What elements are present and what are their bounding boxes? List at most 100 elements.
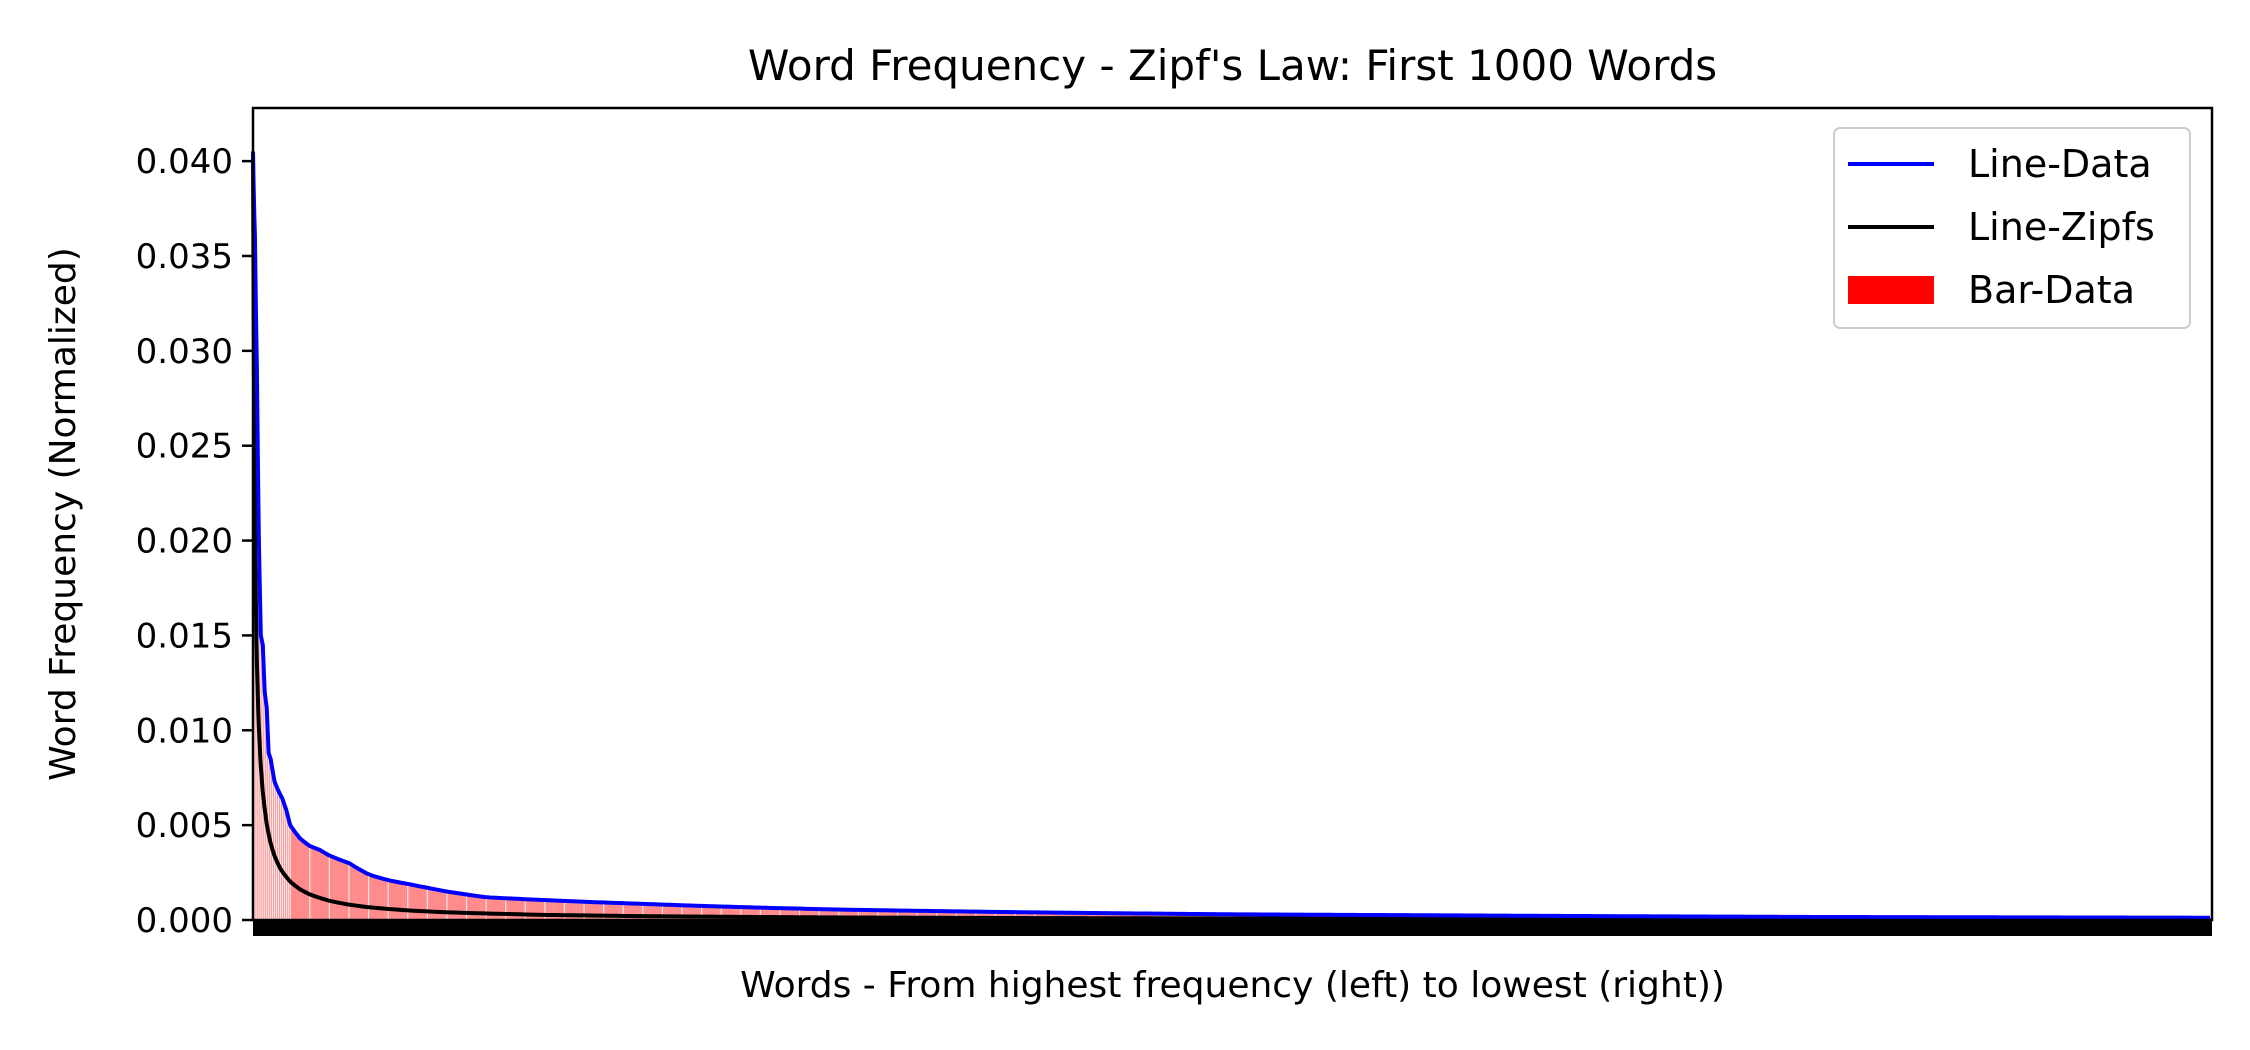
bar-rank-210	[662, 904, 665, 920]
bar-rank-359	[954, 911, 957, 920]
y-tick-label: 0.015	[136, 616, 233, 656]
bar-rank-16	[282, 798, 285, 920]
bar-rank-37	[323, 852, 326, 920]
bar-rank-175	[593, 902, 596, 920]
bar-rank-79	[405, 883, 408, 920]
bar-rank-216	[674, 904, 677, 920]
bar-rank-204	[650, 904, 653, 920]
bar-rank-105	[456, 893, 459, 920]
bar-rank-260	[760, 907, 763, 920]
bar-rank-334	[905, 910, 908, 920]
bar-rank-200	[642, 903, 645, 920]
bar-rank-142	[529, 899, 532, 920]
bar-rank-278	[795, 908, 798, 920]
bar-rank-152	[548, 900, 551, 920]
bar-rank-235	[711, 906, 714, 920]
bar-rank-34	[317, 849, 320, 920]
bar-rank-100	[446, 891, 449, 920]
bar-rank-103	[452, 892, 455, 920]
bar-rank-88	[423, 887, 426, 920]
bar-rank-94	[435, 889, 438, 920]
bar-rank-358	[952, 911, 955, 920]
bar-rank-309	[856, 909, 859, 920]
bar-rank-367	[969, 911, 972, 920]
bar-rank-101	[448, 891, 451, 920]
bar-rank-104	[454, 892, 457, 920]
bar-rank-223	[687, 905, 690, 920]
bar-rank-46	[341, 860, 344, 920]
bar-rank-338	[913, 910, 916, 920]
bar-rank-76	[399, 882, 402, 920]
bar-rank-290	[819, 909, 822, 920]
bar-rank-22	[294, 830, 297, 920]
bar-rank-70	[388, 880, 391, 920]
bar-rank-315	[868, 910, 871, 920]
bar-rank-375	[985, 911, 988, 920]
bar-rank-213	[668, 904, 671, 920]
bar-rank-53	[354, 866, 357, 920]
bar-rank-177	[597, 902, 600, 920]
bar-rank-287	[813, 908, 816, 920]
bar-rank-85	[417, 885, 420, 920]
bar-rank-357	[950, 911, 953, 920]
bar-rank-182	[607, 902, 610, 920]
bar-rank-73	[394, 881, 396, 920]
bar-rank-301	[840, 909, 843, 920]
bar-rank-91	[429, 888, 432, 920]
bar-rank-108	[462, 893, 465, 920]
bar-rank-308	[854, 909, 857, 920]
bar-rank-58	[364, 872, 367, 920]
bar-rank-155	[554, 900, 557, 920]
bar-rank-241	[723, 906, 726, 920]
bar-rank-337	[911, 910, 914, 920]
bar-rank-141	[527, 899, 530, 920]
bar-rank-298	[834, 909, 837, 920]
bar-rank-360	[956, 911, 959, 920]
bar-rank-151	[546, 900, 549, 920]
bar-rank-170	[584, 901, 586, 920]
bar-rank-12	[274, 781, 277, 920]
bar-rank-321	[879, 910, 882, 920]
bar-rank-211	[664, 904, 667, 920]
bar-rank-47	[343, 860, 346, 920]
bar-rank-159	[562, 900, 565, 920]
bar-rank-51	[350, 864, 353, 920]
bar-rank-376	[987, 911, 990, 920]
line-data	[251, 151, 2211, 920]
bar-rank-317	[872, 910, 874, 920]
bar-rank-332	[901, 910, 904, 920]
bar-rank-242	[725, 906, 728, 920]
bar-rank-288	[815, 909, 818, 920]
bar-rank-131	[507, 898, 510, 920]
bar-rank-226	[693, 905, 696, 920]
legend: Line-Data Line-Zipfs Bar-Data	[1833, 127, 2191, 329]
bar-rank-283	[805, 908, 808, 920]
bar-rank-205	[652, 904, 655, 920]
bar-rank-17	[284, 804, 287, 920]
bar-rank-134	[513, 898, 516, 920]
bar-rank-30	[309, 846, 312, 920]
bar-rank-198	[638, 903, 641, 920]
bar-rank-314	[866, 910, 869, 920]
bar-rank-328	[893, 910, 896, 920]
y-tick-label: 0.040	[136, 142, 233, 182]
bar-rank-272	[783, 908, 786, 920]
bar-rank-310	[858, 909, 861, 920]
bar-rank-57	[362, 871, 365, 920]
bar-rank-222	[685, 905, 688, 920]
bar-rank-244	[729, 906, 731, 920]
bar-rank-184	[611, 902, 614, 920]
bar-rank-258	[756, 907, 759, 920]
bar-rank-343	[922, 910, 925, 920]
bar-rank-266	[772, 907, 775, 920]
bar-rank-348	[932, 911, 935, 920]
bar-rank-333	[903, 910, 906, 920]
bar-rank-107	[460, 893, 463, 920]
bar-rank-253	[746, 907, 749, 920]
bar-rank-56	[360, 870, 363, 920]
bar-rank-118	[482, 896, 485, 920]
x-axis	[253, 920, 2212, 936]
bar-rank-160	[564, 900, 567, 920]
bar-rank-75	[397, 882, 400, 920]
bar-rank-146	[537, 899, 539, 920]
